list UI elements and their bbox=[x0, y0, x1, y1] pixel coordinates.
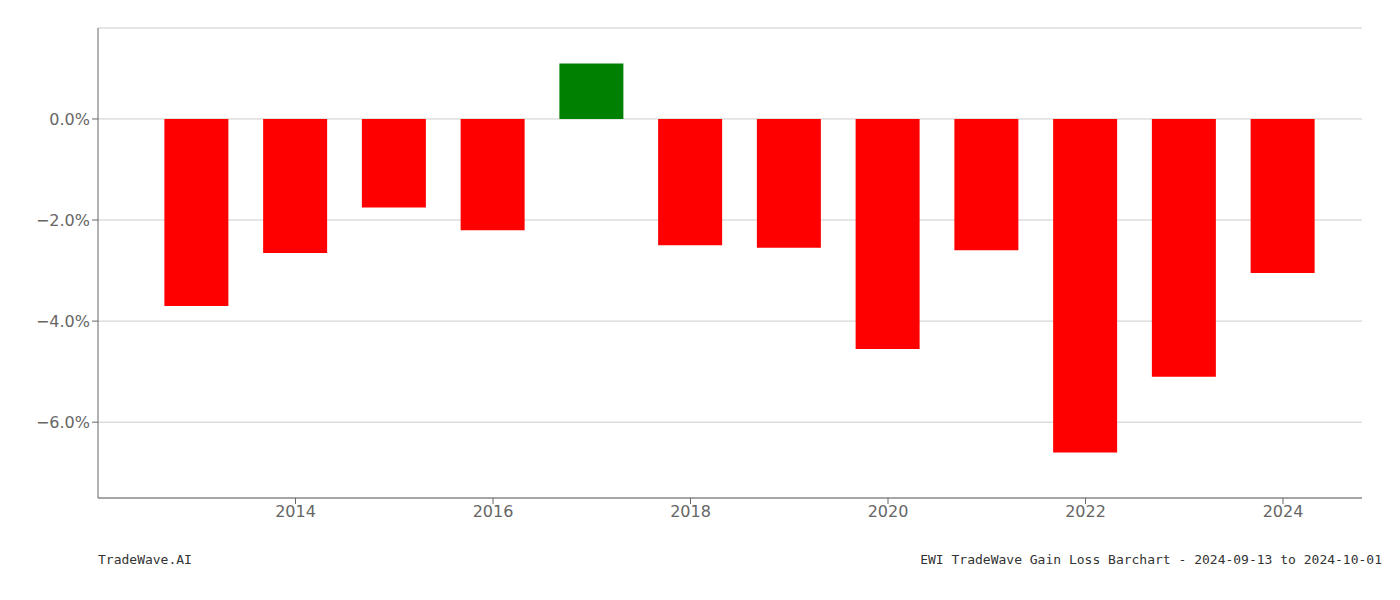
svg-text:0.0%: 0.0% bbox=[49, 110, 90, 129]
svg-text:2016: 2016 bbox=[473, 502, 514, 521]
html-text:TradeWave.AI: TradeWave.AI bbox=[98, 552, 192, 567]
svg-text:−4.0%: −4.0% bbox=[36, 312, 90, 331]
svg-text:2022: 2022 bbox=[1065, 502, 1106, 521]
svg-text:2020: 2020 bbox=[868, 502, 909, 521]
svg-text:2014: 2014 bbox=[275, 502, 316, 521]
svg-text:−6.0%: −6.0% bbox=[36, 413, 90, 432]
svg-text:−2.0%: −2.0% bbox=[36, 211, 90, 230]
svg-text:2024: 2024 bbox=[1263, 502, 1304, 521]
svg-text:2018: 2018 bbox=[670, 502, 711, 521]
html-text:EWI TradeWave Gain Loss Barcha: EWI TradeWave Gain Loss Barchart - 2024-… bbox=[920, 552, 1382, 567]
